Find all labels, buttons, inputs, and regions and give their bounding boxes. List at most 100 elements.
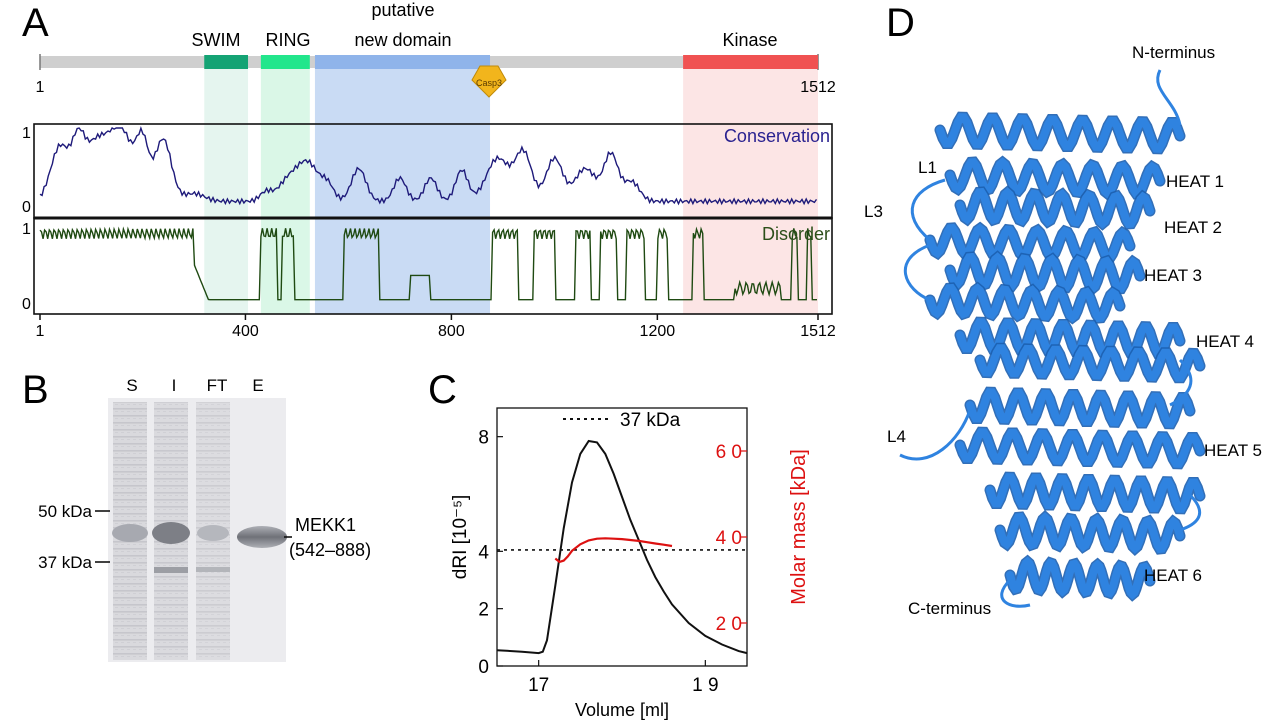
band-i: [152, 522, 190, 544]
label-l1: L1: [918, 158, 937, 177]
loop-heat-4-5: [1169, 358, 1193, 407]
conservation-ytick-0: 0: [22, 199, 31, 216]
domain-label-kinase: Kinase: [722, 30, 777, 50]
x-tick-label-1200: 1200: [640, 323, 676, 340]
y-right-tick-label-60: 6 0: [716, 442, 742, 463]
label-heat-6: HEAT 6: [1144, 566, 1202, 585]
band-s: [112, 524, 148, 542]
panel-label-b: B: [22, 368, 49, 412]
label-heat-3: HEAT 3: [1144, 266, 1202, 285]
panel-a: A 1 1512 SWIM RING putative new domain K…: [22, 0, 836, 340]
casp3-icon: [471, 65, 507, 98]
label-heat-4: HEAT 4: [1196, 332, 1254, 351]
legend: 37 kDa: [563, 410, 681, 431]
marker-label-37: 37 kDa: [38, 553, 92, 572]
domain-blocks: [204, 55, 818, 69]
x-tick-label-1: 1: [36, 323, 45, 340]
label-c-terminus: C-terminus: [908, 599, 991, 618]
panel-d: D N-terminus L1 HEAT 1 L3 HEAT 2 HEAT 3 …: [864, 1, 1262, 618]
marker-label-50: 50 kDa: [38, 502, 92, 521]
disorder-ytick-1: 1: [22, 221, 31, 238]
conservation-line: [39, 125, 818, 206]
casp3-label: Casp3: [476, 78, 502, 88]
label-heat-2: HEAT 2: [1164, 218, 1222, 237]
band-label-line2: (542–888): [289, 540, 371, 560]
domain-shade-3: [683, 56, 818, 314]
domain-label-swim: SWIM: [192, 30, 241, 50]
helix-heat-3-a: [946, 252, 1144, 294]
domain-block-3: [683, 55, 818, 69]
lane-label-ft: FT: [207, 376, 228, 395]
helix-heat-1-a: [936, 113, 1184, 153]
domain-shade-1: [260, 56, 310, 314]
plot-frame: [496, 407, 748, 667]
x-axis-ticks: [39, 314, 819, 320]
helix-heat-2-b: [926, 223, 1134, 263]
band-e: [237, 526, 287, 548]
domain-shade-2: [314, 56, 491, 314]
domain-block-2: [314, 55, 491, 69]
disorder-label: Disorder: [762, 224, 830, 244]
x-axis-label: Volume [ml]: [575, 700, 669, 720]
label-n-terminus: N-terminus: [1132, 43, 1215, 62]
label-heat-1: HEAT 1: [1166, 172, 1224, 191]
x-tick-label-800: 800: [438, 323, 465, 340]
y-left-tick-label-0: 0: [478, 657, 489, 678]
domain-block-0: [204, 55, 249, 69]
disorder-ytick-0: 0: [22, 296, 31, 313]
helix-heat-3-b: [926, 283, 1124, 323]
lane-label-i: I: [172, 376, 177, 395]
y-left-tick-label-2: 2: [478, 600, 489, 621]
legend-label: 37 kDa: [620, 410, 681, 431]
x-tick-label-19: 1 9: [692, 675, 718, 696]
protein-start-label: 1: [36, 79, 45, 96]
helix-heat-6-a: [996, 512, 1184, 554]
conservation-ytick-1: 1: [22, 125, 31, 142]
band-ft: [197, 525, 229, 541]
band-label-line1: MEKK1: [295, 515, 356, 535]
loop-c-terminus: [1000, 578, 1031, 608]
domain-block-1: [260, 55, 310, 69]
molar-mass-series-line: [554, 537, 673, 564]
helix-heat-6-b: [1006, 556, 1154, 600]
panel-label-c: C: [428, 368, 457, 412]
loop-l3: [903, 243, 931, 302]
axis-ticks: [497, 436, 747, 667]
x-tick-label-17: 17: [528, 675, 549, 696]
helix-heat-5-a: [966, 388, 1194, 428]
domain-shade-0: [204, 56, 249, 314]
protein-structure-ribbon: [899, 69, 1206, 608]
x-tick-label-1512: 1512: [800, 323, 836, 340]
label-l4: L4: [887, 427, 906, 446]
x-tick-label-400: 400: [232, 323, 259, 340]
domain-label-ring: RING: [266, 30, 311, 50]
band-ft-lower: [196, 567, 230, 572]
y-left-tick-label-4: 4: [478, 542, 489, 563]
conservation-label: Conservation: [724, 126, 830, 146]
band-i-lower: [154, 567, 188, 573]
disorder-line: [39, 226, 817, 301]
loop-l1: [910, 178, 946, 242]
y-left-axis-label: dRI [10⁻⁵]: [450, 495, 471, 579]
label-l3: L3: [864, 202, 883, 221]
y-right-tick-label-40: 4 0: [716, 528, 742, 549]
helix-heat-5-c: [986, 473, 1204, 513]
panel-c: C 37 kDa 0 2 4 8 2 0 4 0 6 0 17 1 9 Volu…: [428, 368, 810, 720]
panel-label-d: D: [886, 1, 915, 45]
loop-l4: [899, 409, 972, 461]
y-right-tick-label-20: 2 0: [716, 614, 742, 635]
helix-heat-5-b: [956, 428, 1204, 468]
casp3-marker: Casp3: [471, 65, 507, 98]
domain-shading: [204, 56, 818, 314]
loop-heat-5-6: [1179, 493, 1202, 532]
dri-series-line: [496, 439, 748, 655]
lane-label-e: E: [252, 376, 263, 395]
panel-label-a: A: [22, 1, 49, 45]
helix-heat-2-a: [956, 187, 1154, 229]
helix-heat-4-b: [976, 344, 1204, 382]
panel-b: B S I FT E 50 kDa 37 kDa: [22, 368, 371, 662]
label-heat-5: HEAT 5: [1204, 441, 1262, 460]
y-right-axis-label: Molar mass [kDa]: [788, 449, 810, 605]
domain-label-new-line1: putative: [371, 0, 434, 20]
lane-label-s: S: [126, 376, 137, 395]
